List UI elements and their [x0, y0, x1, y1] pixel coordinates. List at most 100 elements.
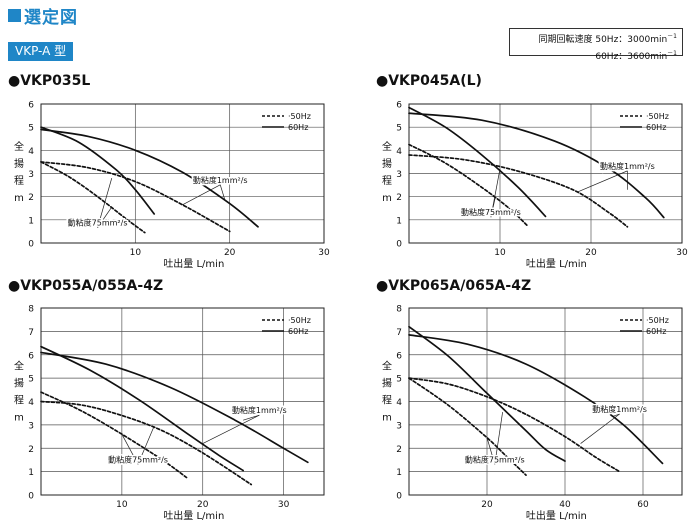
x-tick-label: 30 [676, 248, 688, 258]
y-tick-label: 0 [28, 240, 34, 250]
series-curve-50hz-0 [40, 161, 231, 233]
series-curve-60hz-3 [408, 106, 547, 218]
x-tick-label: 20 [224, 248, 236, 258]
annotation-label: 動粘度75mm²/s [465, 454, 525, 464]
annotation-label: 動粘度1mm²/s [193, 175, 248, 185]
y-axis-label-char: 揚 [382, 157, 392, 170]
header-square-icon [8, 9, 21, 22]
annotation-label: 動粘度75mm²/s [108, 454, 168, 464]
y-axis-label-char: m [14, 413, 24, 424]
chart-title-vkp055a: ●VKP055A/055A-4Z [8, 278, 164, 294]
x-tick-label: 60 [637, 500, 649, 510]
annotation-leader-line [219, 184, 226, 201]
y-tick-label: 0 [396, 240, 402, 250]
y-tick-label: 3 [396, 170, 402, 180]
y-tick-label: 2 [396, 445, 402, 455]
y-axis-label-char: 揚 [14, 377, 24, 390]
y-axis-label-char: 全 [382, 360, 392, 373]
y-axis-label-char: 程 [14, 175, 24, 187]
series-curve-50hz-0 [408, 154, 629, 228]
y-tick-label: 1 [28, 216, 34, 226]
plot-frame [408, 103, 683, 244]
y-axis-label-char: 程 [382, 395, 392, 407]
speed-50hz-sup: －1 [667, 33, 677, 40]
annotation-leader-line [243, 414, 260, 421]
speed-60hz-sup: －1 [667, 50, 677, 57]
chart-title-vkp065a: ●VKP065A/065A-4Z [376, 278, 532, 294]
y-tick-label: 7 [396, 328, 402, 338]
legend-label: ·50Hz [288, 316, 311, 325]
annotation-leader-line [486, 437, 496, 465]
y-tick-label: 0 [396, 492, 402, 502]
y-tick-label: 8 [28, 305, 34, 315]
series-curve-60hz-3 [408, 325, 566, 462]
annotation-label: 動粘度75mm²/s [461, 207, 521, 217]
series-curve-50hz-2 [408, 377, 527, 476]
x-axis-label: 吐出量 L/min [526, 257, 587, 270]
y-axis-label-char: 全 [14, 140, 24, 153]
x-axis-label: 吐出量 L/min [163, 257, 224, 270]
y-axis-label-char: 程 [382, 175, 392, 187]
plot-frame [408, 307, 683, 496]
x-tick-label: 20 [481, 500, 493, 510]
y-axis-label-char: 全 [382, 140, 392, 153]
y-tick-label: 4 [28, 147, 34, 157]
annotation-leader-line [121, 434, 139, 465]
x-axis-label: 吐出量 L/min [163, 509, 224, 522]
y-tick-label: 3 [28, 170, 34, 180]
y-axis-label-char: m [382, 193, 392, 204]
y-tick-label: 5 [28, 375, 34, 385]
series-curve-60hz-1 [408, 112, 665, 219]
y-tick-label: 2 [28, 193, 34, 203]
model-type-tag: VKP-A 型 [8, 42, 74, 61]
legend-label: ·50Hz [288, 112, 311, 121]
x-tick-label: 10 [130, 248, 142, 258]
annotation-leader-line [494, 411, 503, 465]
legend-label: ·50Hz [646, 316, 669, 325]
page-header: 選定図 [8, 3, 78, 28]
y-tick-label: 2 [28, 445, 34, 455]
y-axis-label-char: 揚 [382, 377, 392, 390]
y-tick-label: 6 [28, 351, 34, 361]
x-tick-label: 10 [116, 500, 128, 510]
legend-label: 60Hz [646, 327, 666, 336]
y-tick-label: 5 [28, 124, 34, 134]
y-axis-label-char: 揚 [14, 157, 24, 170]
annotation-label: 動粘度1mm²/s [600, 161, 655, 171]
series-curve-50hz-2 [40, 161, 146, 234]
annotation-leader-line [202, 414, 260, 444]
y-tick-label: 0 [28, 492, 34, 502]
x-tick-label: 20 [197, 500, 209, 510]
series-curve-60hz-1 [408, 334, 664, 465]
y-tick-label: 8 [396, 305, 402, 315]
y-axis-label-char: 程 [14, 395, 24, 407]
annotation-leader-line [577, 170, 628, 193]
speed-info-box: 同期回転速度 50Hz：3000min－1 60Hz：3600min－1 [509, 28, 683, 62]
series-curve-60hz-1 [40, 128, 259, 228]
x-tick-label: 40 [559, 500, 571, 510]
plot-frame [40, 103, 325, 244]
legend-label: ·50Hz [646, 112, 669, 121]
y-tick-label: 4 [396, 398, 402, 408]
y-tick-label: 6 [396, 101, 402, 111]
annotation-label: 動粘度1mm²/s [232, 405, 287, 415]
x-tick-label: 30 [278, 500, 290, 510]
chart-title-vkp035l: ●VKP035L [8, 73, 91, 89]
y-axis-label-char: m [382, 413, 392, 424]
speed-60hz-text: 60Hz：3600min [595, 52, 668, 62]
page-title: 選定図 [24, 8, 78, 28]
series-curve-60hz-3 [40, 126, 156, 215]
y-tick-label: 6 [396, 351, 402, 361]
series-curve-60hz-3 [40, 345, 244, 472]
y-tick-label: 1 [28, 468, 34, 478]
annotation-leader-line [137, 425, 155, 465]
x-tick-label: 10 [494, 248, 506, 258]
series-curve-50hz-2 [408, 143, 529, 227]
x-tick-label: 30 [318, 248, 330, 258]
x-axis-label: 吐出量 L/min [526, 509, 587, 522]
